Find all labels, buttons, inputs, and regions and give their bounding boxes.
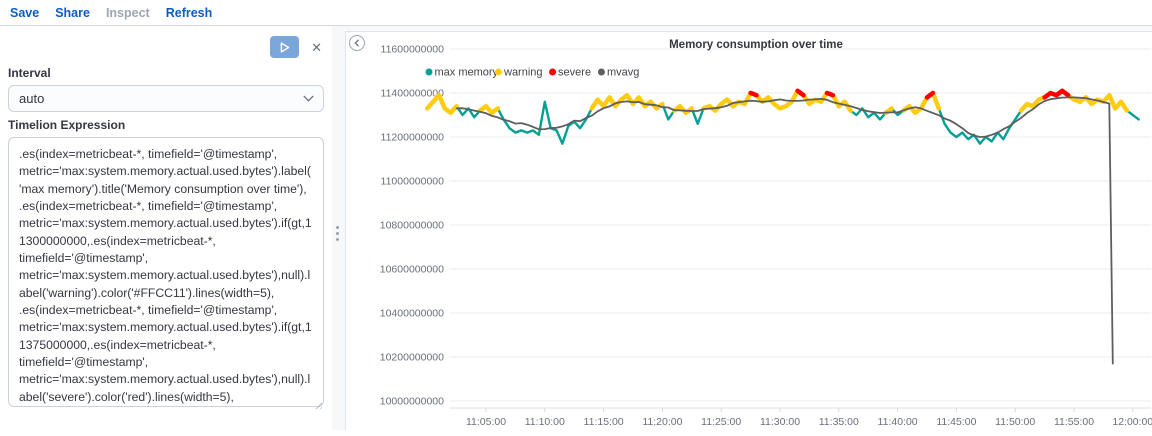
series-line (424, 92, 459, 116)
series-line (901, 90, 942, 116)
y-tick-label: 10400000000 (380, 308, 444, 320)
series-line (795, 88, 806, 98)
series-line (748, 90, 759, 98)
interval-select[interactable]: auto (8, 85, 324, 112)
x-tick-label: 11:20:00 (642, 416, 682, 428)
y-tick-label: 11200000000 (381, 132, 445, 144)
x-tick-label: 11:30:00 (760, 416, 800, 428)
panel-resize-handle[interactable] (336, 226, 342, 241)
legend-label: max memory (435, 67, 499, 79)
x-tick-label: 11:10:00 (525, 416, 565, 428)
legend-dot-icon (495, 68, 502, 76)
legend-item[interactable]: warning (495, 67, 543, 79)
inspect-button: Inspect (105, 5, 150, 20)
legend-item[interactable]: severe (549, 67, 591, 79)
chevron-left-icon (354, 39, 359, 47)
y-tick-label: 11600000000 (381, 44, 445, 56)
interval-label: Interval (8, 66, 51, 80)
series-line (1042, 88, 1071, 100)
chart-title: Memory consumption over time (669, 39, 843, 51)
series-line (425, 89, 1140, 145)
series-line (1018, 88, 1130, 113)
close-editor-button[interactable]: ✕ (311, 39, 322, 55)
chevron-down-icon (303, 95, 314, 102)
collapse-panel-button[interactable] (349, 35, 365, 51)
y-tick-label: 10800000000 (380, 220, 444, 232)
save-button[interactable]: Save (10, 5, 40, 20)
timelion-chart[interactable]: 11600000000 11400000000 11200000000 1100000… (346, 32, 1152, 431)
series-line (589, 92, 665, 111)
play-icon (280, 41, 289, 53)
chart-card: 11600000000 11400000000 11200000000 1100000… (345, 31, 1152, 430)
series-line (924, 90, 936, 100)
y-tick-label: 10600000000 (380, 264, 444, 276)
timelion-expression-input[interactable]: .es(index=metricbeat-*, timefield='@time… (8, 137, 324, 407)
top-navbar: Save Share Inspect Refresh (0, 0, 1152, 26)
legend-dot-icon (597, 68, 605, 76)
editor-toolbar: ✕ (8, 34, 324, 60)
y-tick-label: 10200000000 (380, 352, 444, 364)
x-tick-label: 11:50:00 (995, 416, 1035, 428)
timelion-editor-panel: ✕ Interval auto Timelion Expression .es(… (0, 26, 332, 430)
run-expression-button[interactable] (270, 36, 300, 58)
series-line (455, 96, 1114, 365)
y-tick-label: 10000000000 (380, 396, 444, 408)
expression-label: Timelion Expression (8, 118, 126, 132)
x-tick-label: 11:45:00 (936, 416, 976, 428)
x-tick-label: 11:55:00 (1054, 416, 1094, 428)
legend-label: mvavg (607, 67, 639, 79)
x-tick-label: 11:35:00 (819, 416, 859, 428)
legend-label: warning (503, 67, 543, 79)
y-tick-label: 11400000000 (381, 88, 445, 100)
x-tick-label: 12:00:00 (1112, 416, 1152, 428)
legend-item[interactable]: max memory (425, 67, 499, 79)
x-tick-label: 11:25:00 (701, 416, 741, 428)
refresh-link[interactable]: Refresh (165, 5, 213, 20)
y-tick-label: 11000000000 (381, 176, 445, 188)
legend-dot-icon (549, 68, 557, 76)
chart-region: 11600000000 11400000000 11200000000 1100000… (332, 26, 1152, 430)
x-tick-label: 11:15:00 (584, 416, 624, 428)
legend-dot-icon (425, 68, 433, 76)
legend-item[interactable]: mvavg (597, 67, 639, 79)
series-line (824, 90, 836, 98)
share-button[interactable]: Share (55, 5, 90, 20)
x-tick-label: 11:05:00 (466, 416, 506, 428)
x-tick-label: 11:40:00 (878, 416, 918, 428)
series-line (477, 103, 501, 116)
legend-label: severe (558, 67, 591, 79)
interval-value: auto (19, 91, 45, 106)
